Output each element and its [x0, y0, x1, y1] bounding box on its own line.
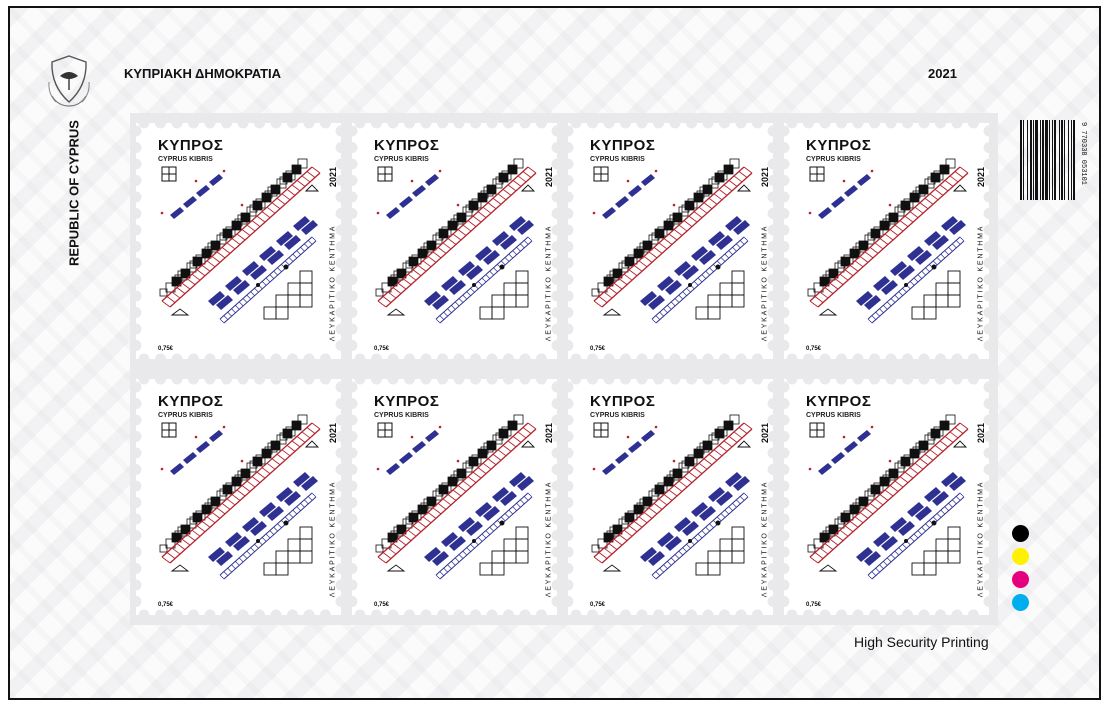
stamp-country-title: ΚΥΠΡΟΣ [158, 393, 224, 410]
stamp-country-title: ΚΥΠΡΟΣ [374, 137, 440, 154]
stamp-craft-label: ΛΕΥΚΑΡΙΤΙΚΟ ΚΕΝΤΗΜΑ [977, 480, 985, 598]
embroidery-pattern-art [352, 123, 557, 359]
stamp-year: 2021 [976, 422, 986, 444]
stamp-sheet: ΚΥΠΡΙΑΚΗ ΔΗΜΟΚΡΑΤΙΑ 2021 REPUBLIC OF CYP… [8, 6, 1101, 700]
stamp-3: ΚΥΠΡΟΣ CYPRUS KIBRIS 2021 ΛΕΥΚΑΡΙΤΙΚΟ ΚΕ… [568, 123, 773, 359]
stamp-country-title: ΚΥΠΡΟΣ [806, 393, 872, 410]
stamp-year: 2021 [544, 166, 554, 188]
color-mark-cyan [1012, 594, 1029, 611]
stamp-craft-label: ΛΕΥΚΑΡΙΤΙΚΟ ΚΕΝΤΗΜΑ [329, 480, 337, 598]
stamp-country-subtitle: CYPRUS KIBRIS [158, 412, 213, 419]
stamp-country-title: ΚΥΠΡΟΣ [374, 393, 440, 410]
stamp-year: 2021 [760, 166, 770, 188]
svg-text:9 770338 053101: 9 770338 053101 [1079, 122, 1087, 185]
barcode: 9 770338 053101 [1020, 120, 1087, 200]
stamp-face-value: 0,75€ [374, 602, 390, 608]
stamp-face-value: 0,75€ [806, 602, 822, 608]
sheet-header-title: ΚΥΠΡΙΑΚΗ ΔΗΜΟΚΡΑΤΙΑ [124, 66, 282, 81]
cyprus-coat-of-arms-icon [48, 55, 90, 107]
embroidery-pattern-art [784, 123, 989, 359]
embroidery-pattern-art [352, 379, 557, 615]
stamp-5: ΚΥΠΡΟΣ CYPRUS KIBRIS 2021 ΛΕΥΚΑΡΙΤΙΚΟ ΚΕ… [136, 379, 341, 615]
embroidery-pattern-art [136, 123, 341, 359]
stamp-craft-label: ΛΕΥΚΑΡΙΤΙΚΟ ΚΕΝΤΗΜΑ [761, 480, 769, 598]
stamp-country-subtitle: CYPRUS KIBRIS [590, 412, 645, 419]
stamp-country-subtitle: CYPRUS KIBRIS [158, 156, 213, 163]
footer-high-security-printing: High Security Printing [854, 634, 989, 650]
color-mark-yellow [1012, 548, 1029, 565]
stamp-4: ΚΥΠΡΟΣ CYPRUS KIBRIS 2021 ΛΕΥΚΑΡΙΤΙΚΟ ΚΕ… [784, 123, 989, 359]
stamp-craft-label: ΛΕΥΚΑΡΙΤΙΚΟ ΚΕΝΤΗΜΑ [761, 224, 769, 342]
stamp-country-subtitle: CYPRUS KIBRIS [806, 412, 861, 419]
stamp-year: 2021 [328, 422, 338, 444]
stamp-year: 2021 [328, 166, 338, 188]
stamp-face-value: 0,75€ [158, 346, 174, 352]
stamp-8: ΚΥΠΡΟΣ CYPRUS KIBRIS 2021 ΛΕΥΚΑΡΙΤΙΚΟ ΚΕ… [784, 379, 989, 615]
stamp-country-title: ΚΥΠΡΟΣ [806, 137, 872, 154]
stamp-7: ΚΥΠΡΟΣ CYPRUS KIBRIS 2021 ΛΕΥΚΑΡΙΤΙΚΟ ΚΕ… [568, 379, 773, 615]
stamp-craft-label: ΛΕΥΚΑΡΙΤΙΚΟ ΚΕΝΤΗΜΑ [977, 224, 985, 342]
stamp-country-title: ΚΥΠΡΟΣ [590, 393, 656, 410]
stamp-block: ΚΥΠΡΟΣ CYPRUS KIBRIS 2021 ΛΕΥΚΑΡΙΤΙΚΟ ΚΕ… [130, 113, 998, 625]
stamp-country-subtitle: CYPRUS KIBRIS [374, 156, 429, 163]
stamp-country-title: ΚΥΠΡΟΣ [590, 137, 656, 154]
stamp-year: 2021 [544, 422, 554, 444]
embroidery-pattern-art [568, 379, 773, 615]
stamp-1: ΚΥΠΡΟΣ CYPRUS KIBRIS 2021 ΛΕΥΚΑΡΙΤΙΚΟ ΚΕ… [136, 123, 341, 359]
stamp-face-value: 0,75€ [590, 602, 606, 608]
stamp-country-subtitle: CYPRUS KIBRIS [374, 412, 429, 419]
stamp-2: ΚΥΠΡΟΣ CYPRUS KIBRIS 2021 ΛΕΥΚΑΡΙΤΙΚΟ ΚΕ… [352, 123, 557, 359]
stamp-6: ΚΥΠΡΟΣ CYPRUS KIBRIS 2021 ΛΕΥΚΑΡΙΤΙΚΟ ΚΕ… [352, 379, 557, 615]
stamp-face-value: 0,75€ [590, 346, 606, 352]
color-mark-magenta [1012, 571, 1029, 588]
sheet-header-year: 2021 [928, 66, 957, 81]
embroidery-pattern-art [568, 123, 773, 359]
stamp-year: 2021 [976, 166, 986, 188]
embroidery-pattern-art [784, 379, 989, 615]
stamp-face-value: 0,75€ [374, 346, 390, 352]
embroidery-pattern-art [136, 379, 341, 615]
color-mark-black [1012, 525, 1029, 542]
stamp-craft-label: ΛΕΥΚΑΡΙΤΙΚΟ ΚΕΝΤΗΜΑ [329, 224, 337, 342]
stamp-face-value: 0,75€ [806, 346, 822, 352]
stamp-craft-label: ΛΕΥΚΑΡΙΤΙΚΟ ΚΕΝΤΗΜΑ [545, 224, 553, 342]
stamp-craft-label: ΛΕΥΚΑΡΙΤΙΚΟ ΚΕΝΤΗΜΑ [545, 480, 553, 598]
stamp-country-subtitle: CYPRUS KIBRIS [590, 156, 645, 163]
stamp-year: 2021 [760, 422, 770, 444]
stamp-country-title: ΚΥΠΡΟΣ [158, 137, 224, 154]
side-label-republic: REPUBLIC OF CYPRUS [66, 120, 82, 266]
stamp-country-subtitle: CYPRUS KIBRIS [806, 156, 861, 163]
stamp-face-value: 0,75€ [158, 602, 174, 608]
